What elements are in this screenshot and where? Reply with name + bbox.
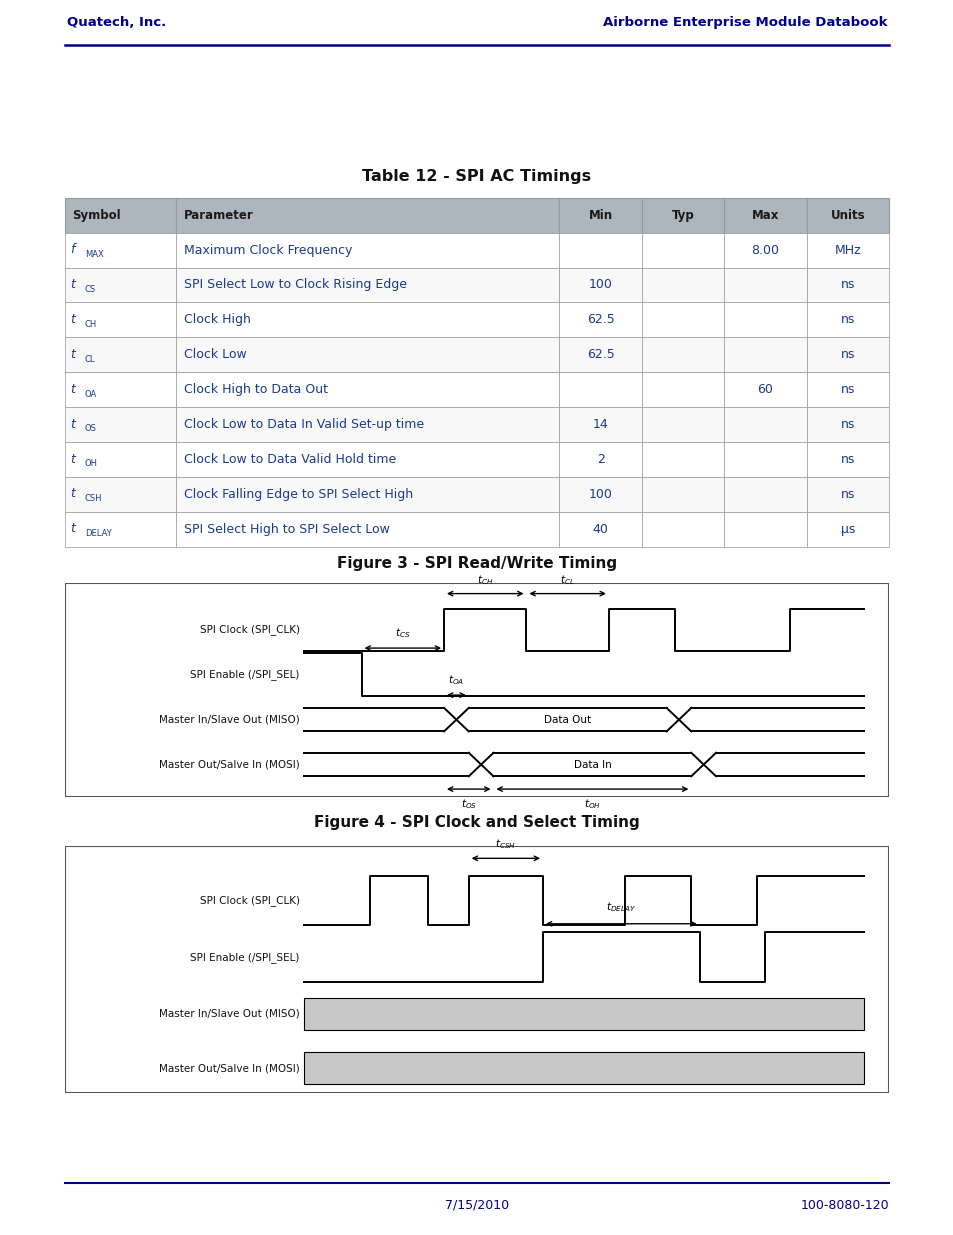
Text: CH: CH (85, 320, 97, 329)
Text: Symbol: Symbol (72, 209, 121, 221)
Text: Units: Units (830, 209, 864, 221)
Text: OS: OS (85, 425, 96, 433)
Text: CL: CL (85, 354, 95, 363)
Text: Master Out/Salve In (MOSI): Master Out/Salve In (MOSI) (159, 1063, 299, 1073)
Text: t: t (71, 383, 75, 395)
Text: Master Out/Salve In (MOSI): Master Out/Salve In (MOSI) (159, 760, 299, 769)
Text: Figure 4 - SPI Clock and Select Timing: Figure 4 - SPI Clock and Select Timing (314, 815, 639, 830)
Text: 7/15/2010: 7/15/2010 (444, 1199, 509, 1212)
Text: MAX: MAX (85, 249, 104, 258)
Text: Clock Falling Edge to SPI Select High: Clock Falling Edge to SPI Select High (184, 488, 413, 501)
Text: ns: ns (840, 419, 854, 431)
Text: Clock Low to Data Valid Hold time: Clock Low to Data Valid Hold time (184, 453, 395, 467)
Text: SPI Select Low to Clock Rising Edge: SPI Select Low to Clock Rising Edge (184, 278, 406, 291)
Text: Parameter: Parameter (184, 209, 253, 221)
Text: 100: 100 (588, 488, 612, 501)
Text: $t_{OH}$: $t_{OH}$ (583, 798, 600, 811)
Text: 2: 2 (596, 453, 604, 467)
Text: ns: ns (840, 278, 854, 291)
Text: $t_{OA}$: $t_{OA}$ (448, 673, 464, 687)
Text: 14: 14 (592, 419, 608, 431)
Text: OH: OH (85, 459, 98, 468)
Text: SPI Enable (/SPI_SEL): SPI Enable (/SPI_SEL) (191, 669, 299, 680)
Text: t: t (71, 278, 75, 290)
Text: t: t (71, 348, 75, 361)
Text: Master In/Slave Out (MISO): Master In/Slave Out (MISO) (159, 715, 299, 725)
Text: Table 12 - SPI AC Timings: Table 12 - SPI AC Timings (362, 169, 591, 184)
Text: ns: ns (840, 453, 854, 467)
Text: Data Out: Data Out (543, 715, 591, 725)
Text: μs: μs (840, 524, 854, 536)
Text: SPI Select High to SPI Select Low: SPI Select High to SPI Select Low (184, 524, 389, 536)
Text: OA: OA (85, 389, 97, 399)
Text: SPI Clock (SPI_CLK): SPI Clock (SPI_CLK) (199, 895, 299, 905)
Text: Data In: Data In (573, 760, 611, 769)
Text: Min: Min (588, 209, 612, 221)
Text: f: f (71, 243, 75, 256)
Text: ns: ns (840, 383, 854, 396)
Text: t: t (71, 522, 75, 536)
Text: MHz: MHz (834, 243, 861, 257)
Text: Typ: Typ (671, 209, 694, 221)
Text: Master In/Slave Out (MISO): Master In/Slave Out (MISO) (159, 1009, 299, 1019)
Text: ns: ns (840, 314, 854, 326)
Text: Maximum Clock Frequency: Maximum Clock Frequency (184, 243, 352, 257)
Text: SPI Enable (/SPI_SEL): SPI Enable (/SPI_SEL) (191, 952, 299, 962)
Text: t: t (71, 488, 75, 500)
Text: 62.5: 62.5 (586, 348, 614, 362)
Text: Max: Max (751, 209, 779, 221)
Text: Clock Low: Clock Low (184, 348, 246, 362)
Bar (304, 1052, 863, 1084)
Text: t: t (71, 417, 75, 431)
Text: Clock High: Clock High (184, 314, 251, 326)
Text: DELAY: DELAY (85, 530, 112, 538)
Text: t: t (71, 452, 75, 466)
Text: $t_{CSH}$: $t_{CSH}$ (495, 837, 516, 851)
Text: $t_{CL}$: $t_{CL}$ (559, 573, 575, 587)
Text: 8.00: 8.00 (751, 243, 779, 257)
Text: Clock High to Data Out: Clock High to Data Out (184, 383, 328, 396)
Text: SPI Clock (SPI_CLK): SPI Clock (SPI_CLK) (199, 625, 299, 635)
Text: Figure 3 - SPI Read/Write Timing: Figure 3 - SPI Read/Write Timing (336, 556, 617, 571)
Text: $t_{OS}$: $t_{OS}$ (460, 798, 476, 811)
Text: $t_{DELAY}$: $t_{DELAY}$ (605, 900, 636, 914)
Text: t: t (71, 312, 75, 326)
Text: 40: 40 (592, 524, 608, 536)
Text: ns: ns (840, 348, 854, 362)
Text: Airborne Enterprise Module Databook: Airborne Enterprise Module Databook (602, 16, 886, 28)
Text: $t_{CS}$: $t_{CS}$ (395, 626, 410, 640)
Bar (304, 998, 863, 1030)
Text: $t_{CH}$: $t_{CH}$ (476, 573, 493, 587)
Text: Quatech, Inc.: Quatech, Inc. (67, 16, 166, 28)
Text: 100-8080-120: 100-8080-120 (800, 1199, 888, 1212)
Text: Clock Low to Data In Valid Set-up time: Clock Low to Data In Valid Set-up time (184, 419, 423, 431)
Text: 100: 100 (588, 278, 612, 291)
Text: 60: 60 (757, 383, 773, 396)
Text: CS: CS (85, 285, 96, 294)
Text: ns: ns (840, 488, 854, 501)
Text: 62.5: 62.5 (586, 314, 614, 326)
Text: CSH: CSH (85, 494, 102, 504)
